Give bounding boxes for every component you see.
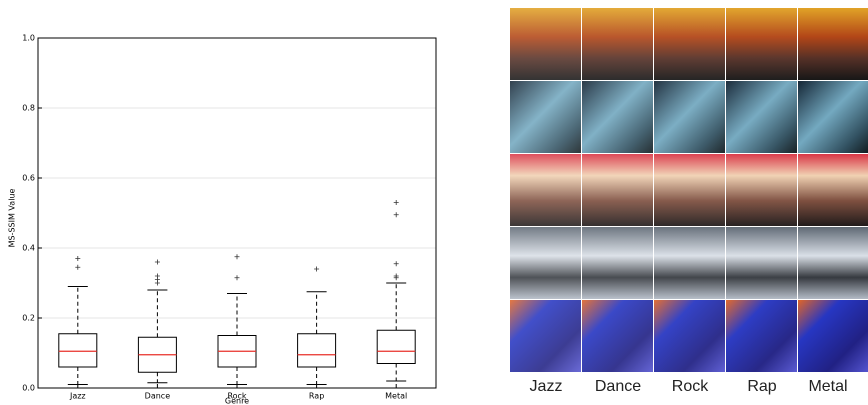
outlier [393,200,399,205]
outlier [154,280,160,286]
x-tick-label: Rap [309,392,324,401]
outlier [393,275,399,281]
generated-image [510,154,581,226]
y-tick-label: 0.4 [22,244,35,253]
generated-image [798,154,868,226]
plot-frame [37,37,437,389]
generated-image [726,227,797,299]
box [58,333,98,368]
outlier [154,259,160,265]
generated-image [654,81,725,153]
generated-image [510,81,581,153]
generated-image [510,300,581,372]
generated-image [798,300,868,372]
generated-image [582,300,653,372]
image-column-label: Metal [808,378,847,395]
outlier [75,264,81,270]
image-column-label: Jazz [530,378,563,395]
y-tick-label: 0.8 [22,104,35,113]
outlier [393,261,399,267]
x-tick-label: Metal [385,392,407,401]
generated-image [582,81,653,153]
generated-image [798,8,868,80]
x-tick-label: Jazz [69,392,86,401]
generated-image [582,8,653,80]
image-column-label: Dance [595,378,641,395]
y-axis-label: MS-SSIM Value [8,189,17,248]
x-axis-label: Genre [225,397,249,405]
generated-image [726,300,797,372]
generated-image [582,154,653,226]
box [376,329,416,364]
y-tick-label: 0.6 [22,174,35,183]
y-tick-label: 0.0 [22,384,35,393]
y-tick-label: 0.2 [22,314,35,323]
outlier [75,256,81,261]
outlier [393,212,399,218]
image-grid: Jazz Dance Rock Rap Metal [510,8,868,395]
generated-image [510,8,581,80]
generated-image [582,227,653,299]
x-tick-label: Dance [145,392,171,401]
x-tick-label: Rock [227,392,246,401]
generated-image [798,81,868,153]
image-column-label: Rock [672,378,709,395]
box [297,333,337,368]
generated-image [510,227,581,299]
outlier [314,266,320,272]
generated-image [726,8,797,80]
y-tick-label: 1.0 [22,34,35,43]
generated-image [798,227,868,299]
chart: MS-SSIM Value Genre 0.0 0.2 0.4 0.6 0.8 1.0 Ja… [8,34,437,405]
image-column-label: Rap [747,378,776,395]
generated-image [654,300,725,372]
outlier [234,275,240,281]
generated-image [654,227,725,299]
generated-image [654,154,725,226]
generated-image [726,81,797,153]
generated-image [654,8,725,80]
generated-image [726,154,797,226]
outlier [234,254,240,260]
